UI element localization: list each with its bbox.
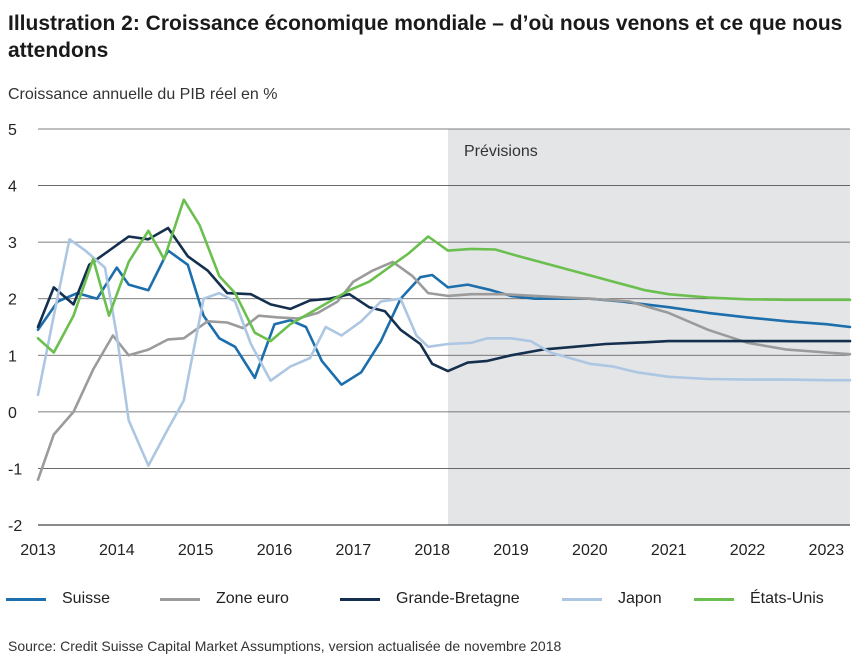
y-tick-label: 0 <box>8 405 17 422</box>
y-tick-label: 3 <box>8 235 17 252</box>
y-tick-label: 4 <box>8 179 17 196</box>
x-tick-label: 2015 <box>178 542 214 559</box>
x-axis-ticks: 2013 2014 2015 2016 2017 2018 2019 2020 2021 2022… <box>20 542 844 559</box>
y-axis-ticks: 5 4 3 2 1 0 -1 -2 <box>8 122 22 535</box>
legend-item: Japon <box>562 590 662 608</box>
y-tick-label: -2 <box>8 518 22 535</box>
legend-label: Japon <box>618 590 662 607</box>
legend-swatch <box>562 597 602 601</box>
legend-swatch <box>6 597 46 601</box>
legend-item: Grande-Bretagne <box>340 590 520 608</box>
x-tick-label: 2019 <box>493 542 529 559</box>
series-line-3 <box>36 238 852 467</box>
legend-label: Grande-Bretagne <box>396 590 520 607</box>
legend-swatch <box>694 597 734 601</box>
x-tick-label: 2023 <box>809 542 845 559</box>
x-tick-label: 2013 <box>20 542 56 559</box>
legend-label: Suisse <box>62 590 111 607</box>
legend-swatch <box>160 597 200 601</box>
y-tick-label: 5 <box>8 122 17 139</box>
legend: Suisse Zone euro Grande-Bretagne Japon États… <box>0 590 856 614</box>
series-line-2 <box>36 226 852 373</box>
legend-swatch <box>340 597 380 601</box>
y-tick-label: 1 <box>8 348 17 365</box>
x-tick-label: 2018 <box>414 542 450 559</box>
legend-item: Zone euro <box>160 590 289 608</box>
forecast-region-shade <box>447 129 850 525</box>
legend-label: Zone euro <box>216 590 289 607</box>
x-tick-label: 2022 <box>730 542 766 559</box>
x-tick-label: 2021 <box>651 542 687 559</box>
x-tick-label: 2017 <box>336 542 372 559</box>
forecast-region: Prévisions <box>447 129 850 525</box>
y-axis-label: Croissance annuelle du PIB réel en % <box>8 86 278 103</box>
chart-title: Illustration 2: Croissance économique mo… <box>8 12 843 62</box>
source-note: Source: Credit Suisse Capital Market Ass… <box>8 638 562 654</box>
y-tick-label: -1 <box>8 461 22 478</box>
forecast-label: Prévisions <box>464 143 538 160</box>
x-tick-label: 2016 <box>257 542 293 559</box>
legend-label: États-Unis <box>750 590 824 607</box>
x-tick-label: 2020 <box>572 542 608 559</box>
y-tick-label: 2 <box>8 292 17 309</box>
gridlines <box>38 128 850 526</box>
series-line-4 <box>36 198 852 354</box>
x-tick-label: 2014 <box>99 542 135 559</box>
legend-item: Suisse <box>6 590 110 608</box>
legend-item: États-Unis <box>694 590 824 608</box>
series-lines <box>36 198 852 481</box>
